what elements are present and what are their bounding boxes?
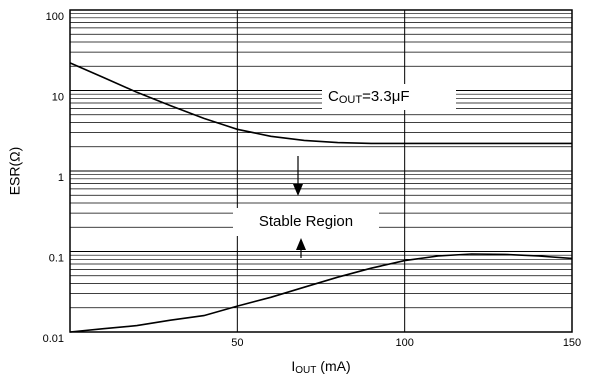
arrow-head (296, 238, 306, 250)
x-axis-label: IOUT (mA) (291, 358, 350, 376)
curves (69, 62, 573, 333)
y-tick-label: 0.1 (49, 252, 64, 264)
grid (70, 9, 573, 333)
y-axis-label: ESR(Ω) (7, 147, 23, 196)
curve (69, 253, 573, 333)
x-tick-label: 150 (563, 337, 581, 349)
annotation: COUT=3.3μF (328, 88, 410, 106)
annotation-bg (322, 84, 456, 110)
region-bg (233, 208, 379, 236)
plot-frame (69, 9, 573, 333)
x-tick-label: 100 (395, 337, 413, 349)
curve (69, 62, 572, 145)
y-tick-label: 100 (46, 11, 64, 23)
y-tick-label: 0.01 (43, 333, 64, 345)
arrow-head (293, 184, 303, 196)
x-tick-label: 50 (231, 337, 243, 349)
y-tick-label: 10 (52, 91, 64, 103)
y-tick-label: 1 (58, 172, 64, 184)
region-label: Stable Region (259, 213, 353, 230)
